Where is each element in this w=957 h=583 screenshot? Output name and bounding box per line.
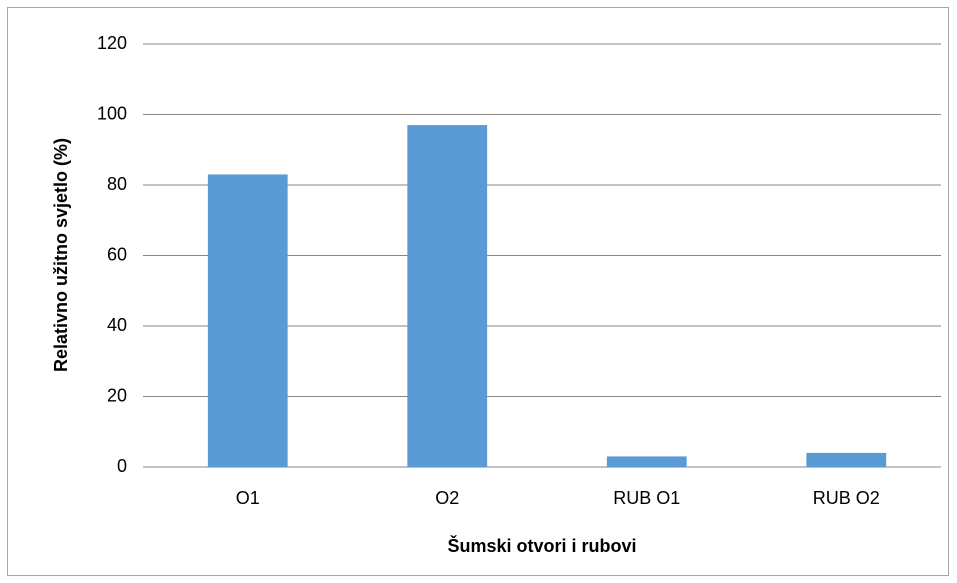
bar	[606, 456, 687, 467]
y-tick-label: 80	[107, 174, 127, 194]
x-tick-label: O2	[435, 488, 459, 508]
y-tick-label: 0	[117, 456, 127, 476]
y-tick-label: 20	[107, 385, 127, 405]
y-tick-label: 40	[107, 315, 127, 335]
bar	[407, 125, 488, 467]
bar	[806, 452, 887, 467]
x-tick-label: RUB O1	[613, 488, 680, 508]
y-tick-label: 60	[107, 244, 127, 264]
x-axis-label: Šumski otvori i rubovi	[447, 535, 636, 556]
x-tick-label: O1	[236, 488, 260, 508]
x-tick-label: RUB O2	[813, 488, 880, 508]
y-tick-label: 120	[97, 33, 127, 53]
y-axis-label: Relativno užitno svjetlo (%)	[51, 138, 71, 372]
bar	[207, 174, 288, 468]
y-tick-label: 100	[97, 103, 127, 123]
